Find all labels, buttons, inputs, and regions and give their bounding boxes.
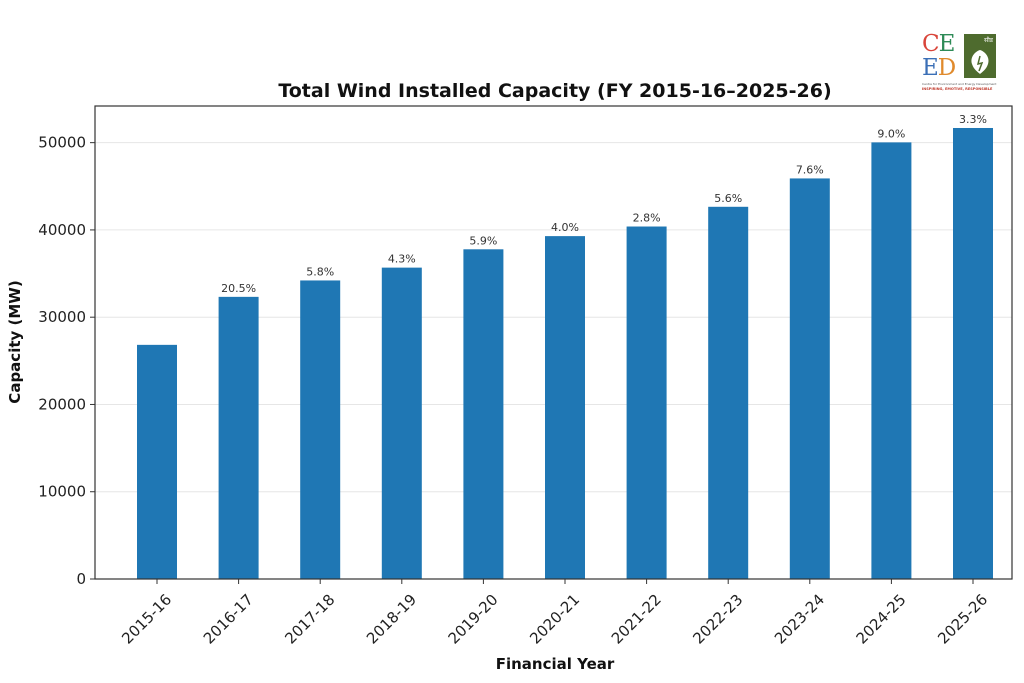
x-tick-label: 2017-18: [281, 591, 338, 648]
data-label: 5.6%: [714, 192, 742, 205]
data-label: 5.9%: [469, 234, 497, 247]
y-tick-label: 30000: [38, 308, 86, 326]
data-label: 2.8%: [633, 212, 661, 225]
y-tick-label: 10000: [38, 483, 86, 501]
chart-title: Total Wind Installed Capacity (FY 2015-1…: [278, 80, 831, 102]
bar: [137, 344, 177, 579]
bar: [708, 206, 749, 579]
x-tick-label: 2018-19: [363, 591, 420, 648]
bar: [953, 127, 993, 579]
bar: [789, 178, 830, 579]
data-label: 20.5%: [221, 282, 256, 295]
bar: [218, 296, 259, 579]
bar: [381, 267, 422, 579]
x-tick-label: 2022-23: [689, 591, 746, 648]
data-label: 7.6%: [796, 163, 824, 176]
y-axis-label: Capacity (MW): [6, 280, 24, 403]
x-tick-label: 2024-25: [853, 591, 910, 648]
y-tick-label: 0: [76, 570, 86, 588]
data-label: 5.8%: [306, 265, 334, 278]
bar: [545, 236, 585, 579]
data-label: 4.3%: [388, 253, 416, 266]
logo-subtitle: Centre for Environment and Energy Develo…: [922, 82, 997, 86]
bar: [300, 280, 341, 579]
logo-letter: E: [938, 31, 956, 57]
x-tick-label: 2021-22: [608, 591, 665, 648]
bar: [626, 226, 667, 580]
y-tick-label: 20000: [38, 395, 86, 413]
logo-letter: E: [922, 55, 939, 81]
x-tick-label: 2020-21: [526, 591, 583, 648]
logo-leaf-box: सीड: [964, 34, 996, 78]
x-tick-label: 2025-26: [934, 591, 991, 648]
leaf-icon: [971, 50, 989, 74]
x-tick-label: 2016-17: [200, 591, 257, 648]
y-tick-label: 40000: [38, 221, 86, 239]
data-label: 3.3%: [959, 113, 987, 126]
bar: [463, 249, 504, 579]
logo-hindi-text: सीड: [984, 37, 993, 44]
ceed-logo: CE ED सीड Centre for Environment and Ene…: [922, 32, 998, 94]
x-axis-label: Financial Year: [496, 655, 615, 673]
logo-letter: C: [922, 31, 940, 57]
logo-tagline: INSPIRING, EMOTIVE, RESPONSIBLE: [922, 87, 993, 91]
x-tick-label: 2023-24: [771, 591, 828, 648]
logo-letters: CE ED: [922, 31, 956, 81]
data-label: 9.0%: [877, 127, 905, 140]
plot-frame: [94, 105, 1013, 580]
data-label: 4.0%: [551, 221, 579, 234]
bar: [871, 142, 912, 579]
logo-letter: D: [937, 55, 956, 81]
x-tick-label: 2019-20: [445, 591, 502, 648]
x-tick-label: 2015-16: [118, 591, 175, 648]
y-tick-label: 50000: [38, 134, 86, 152]
